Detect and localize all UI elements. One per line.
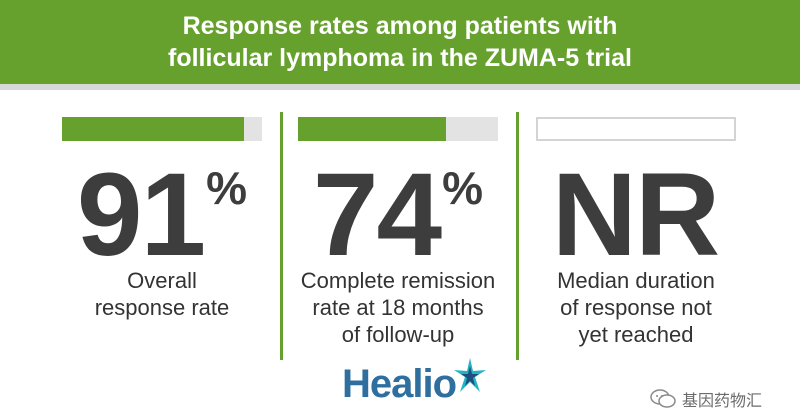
column-divider bbox=[280, 112, 283, 360]
stat-label-line: of response not bbox=[560, 295, 712, 320]
stat-card-overall-response: 91 % Overall response rate bbox=[62, 117, 262, 360]
stat-number: NR bbox=[551, 149, 720, 281]
stat-label-line: Median duration bbox=[557, 268, 715, 293]
stat-label-line: Complete remission bbox=[300, 268, 496, 293]
progress-bar-fill bbox=[298, 117, 446, 141]
logo-text: Healio bbox=[342, 362, 457, 406]
watermark: 基因药物汇 bbox=[650, 388, 762, 410]
stat-percent-sign: % bbox=[206, 162, 248, 214]
progress-bar-fill bbox=[62, 117, 244, 141]
healio-logo: Healio bbox=[342, 358, 488, 406]
star-icon bbox=[454, 358, 487, 392]
header-divider bbox=[0, 84, 800, 90]
stat-percent-sign: % bbox=[442, 162, 484, 214]
progress-bar bbox=[298, 117, 498, 141]
stat-value: 91 % bbox=[62, 155, 262, 275]
stat-card-complete-remission: 74 % Complete remission rate at 18 month… bbox=[298, 117, 498, 360]
header-banner: Response rates among patients with folli… bbox=[0, 0, 800, 84]
stat-label: Median duration of response not yet reac… bbox=[536, 267, 736, 348]
wechat-icon bbox=[650, 389, 676, 408]
stat-label: Complete remission rate at 18 months of … bbox=[298, 267, 498, 348]
header-title-line1: Response rates among patients with bbox=[182, 12, 618, 40]
stat-label-line: Overall bbox=[127, 268, 197, 293]
progress-bar bbox=[62, 117, 262, 141]
header-title-line2: follicular lymphoma in the ZUMA-5 trial bbox=[168, 44, 632, 72]
stat-label-line: response rate bbox=[94, 295, 230, 320]
stat-label-line: rate at 18 months bbox=[312, 295, 484, 320]
stat-value: NR bbox=[536, 155, 736, 275]
stat-label-line: of follow-up bbox=[341, 322, 455, 347]
stat-label-line: yet reached bbox=[578, 322, 694, 347]
stat-number: 91 bbox=[76, 149, 206, 281]
progress-bar bbox=[536, 117, 736, 141]
watermark-text: 基因药物汇 bbox=[682, 393, 763, 410]
stat-label: Overall response rate bbox=[62, 267, 262, 321]
stat-card-median-duration: NR Median duration of response not yet r… bbox=[536, 117, 736, 360]
stat-value: 74 % bbox=[298, 155, 498, 275]
stat-number: 74 bbox=[312, 149, 442, 281]
column-divider bbox=[516, 112, 519, 360]
